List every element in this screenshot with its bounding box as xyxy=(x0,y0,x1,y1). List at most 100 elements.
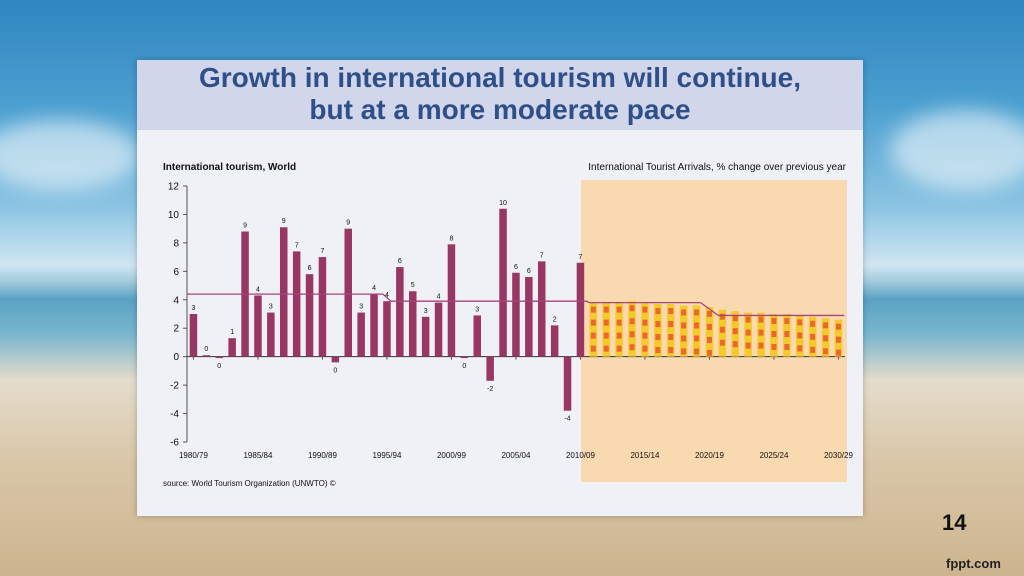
chart-source: source: World Tourism Organization (UNWT… xyxy=(163,479,336,488)
forecast-pattern-mark xyxy=(603,345,609,352)
bar-label: -4 xyxy=(564,416,570,423)
bar-label: 7 xyxy=(320,248,324,255)
bar-actual xyxy=(525,277,533,357)
bar-label: 4 xyxy=(385,292,389,299)
x-tick-label: 2005/04 xyxy=(501,451,530,460)
bar-label: 6 xyxy=(514,264,518,271)
bar-label: 6 xyxy=(308,265,312,272)
bar-actual xyxy=(512,272,520,357)
forecast-pattern-mark xyxy=(681,322,687,329)
forecast-pattern-mark xyxy=(590,319,596,326)
bar-actual xyxy=(189,314,198,357)
forecast-pattern-mark xyxy=(668,347,674,354)
bar-forecast xyxy=(667,304,675,357)
bar-label: 6 xyxy=(527,268,531,275)
bar-label: 9 xyxy=(243,223,247,230)
forecast-pattern-mark xyxy=(732,341,738,348)
bar-label: 9 xyxy=(346,220,350,227)
forecast-pattern-mark xyxy=(835,323,841,330)
forecast-pattern-mark xyxy=(668,334,674,341)
x-tick-label: 2015/14 xyxy=(630,451,659,460)
chart-subtitle: International Tourist Arrivals, % change… xyxy=(588,162,846,173)
bar-forecast xyxy=(641,302,649,357)
slide-panel: Growth in international tourism will con… xyxy=(137,60,863,516)
page-number: 14 xyxy=(942,510,967,535)
forecast-pattern-mark xyxy=(616,332,622,339)
bar-label: 0 xyxy=(333,367,337,374)
bar-forecast xyxy=(705,306,714,357)
average-line-connector xyxy=(586,300,590,304)
forecast-pattern-mark xyxy=(758,342,764,349)
forecast-pattern-mark xyxy=(629,331,635,338)
forecast-pattern-mark xyxy=(655,347,661,354)
forecast-pattern-mark xyxy=(771,331,777,337)
forecast-pattern-mark xyxy=(655,308,661,315)
forecast-pattern-mark xyxy=(694,348,700,355)
y-tick-label: 10 xyxy=(168,210,180,221)
bar-actual xyxy=(447,244,456,357)
average-line-connector xyxy=(382,293,392,302)
average-line-connector xyxy=(700,302,719,316)
bar-label: 9 xyxy=(282,218,286,225)
bar-actual xyxy=(202,355,211,357)
x-tick-label: 1990/89 xyxy=(308,451,337,460)
title-line-1: Growth in international tourism will con… xyxy=(198,62,801,93)
bar-actual xyxy=(318,257,327,357)
forecast-pattern-mark xyxy=(642,345,648,352)
forecast-pattern-mark xyxy=(797,332,803,339)
bar-actual xyxy=(421,316,430,357)
forecast-pattern-mark xyxy=(823,322,829,329)
forecast-pattern-mark xyxy=(642,319,648,326)
bar-label: 10 xyxy=(499,200,507,207)
bar-actual xyxy=(473,315,481,357)
y-tick-label: -2 xyxy=(170,381,179,392)
forecast-pattern-mark xyxy=(668,308,674,315)
bar-actual xyxy=(486,356,494,381)
bar-actual xyxy=(254,295,262,357)
forecast-pattern-mark xyxy=(681,335,687,342)
bar-label: 4 xyxy=(372,285,376,292)
bar-actual xyxy=(409,291,417,357)
bar-forecast xyxy=(679,305,688,357)
bar-actual xyxy=(370,294,378,357)
forecast-pattern-mark xyxy=(681,309,687,316)
x-tick-label: 2010/09 xyxy=(566,451,595,460)
forecast-pattern-mark xyxy=(706,349,712,356)
forecast-pattern-mark xyxy=(590,332,596,339)
brand-label: fppt.com xyxy=(946,556,1001,571)
forecast-pattern-mark xyxy=(629,344,635,351)
forecast-pattern-mark xyxy=(810,333,816,340)
bar-actual xyxy=(357,312,365,357)
x-tick-label: 1980/79 xyxy=(179,451,208,460)
forecast-pattern-mark xyxy=(629,305,635,312)
forecast-pattern-mark xyxy=(835,336,841,343)
forecast-pattern-mark xyxy=(590,306,596,313)
bar-forecast xyxy=(718,309,727,357)
bar-label: 3 xyxy=(191,305,195,312)
forecast-pattern-mark xyxy=(655,334,661,341)
bar-actual xyxy=(460,356,469,359)
y-tick-label: 2 xyxy=(173,324,179,335)
forecast-pattern-mark xyxy=(694,322,700,329)
forecast-pattern-mark xyxy=(771,318,777,324)
bar-label: 8 xyxy=(449,235,453,242)
bar-actual xyxy=(292,251,301,357)
forecast-pattern-mark xyxy=(719,326,725,333)
forecast-pattern-mark xyxy=(629,318,635,325)
y-tick-label: 4 xyxy=(173,295,179,306)
forecast-pattern-mark xyxy=(642,332,648,339)
forecast-pattern-mark xyxy=(784,344,790,350)
bar-actual xyxy=(267,312,275,357)
x-tick-label: 2030/29 xyxy=(824,451,853,460)
forecast-pattern-mark xyxy=(758,316,764,323)
bar-forecast xyxy=(615,302,623,357)
bar-actual xyxy=(434,302,443,357)
bar-label: 6 xyxy=(398,258,402,265)
bar-forecast xyxy=(602,302,610,357)
forecast-pattern-mark xyxy=(823,335,829,342)
slide-title: Growth in international tourism will con… xyxy=(137,62,863,126)
forecast-pattern-mark xyxy=(719,339,725,346)
forecast-pattern-mark xyxy=(603,332,609,339)
forecast-pattern-mark xyxy=(694,335,700,342)
forecast-pattern-mark xyxy=(719,313,725,320)
